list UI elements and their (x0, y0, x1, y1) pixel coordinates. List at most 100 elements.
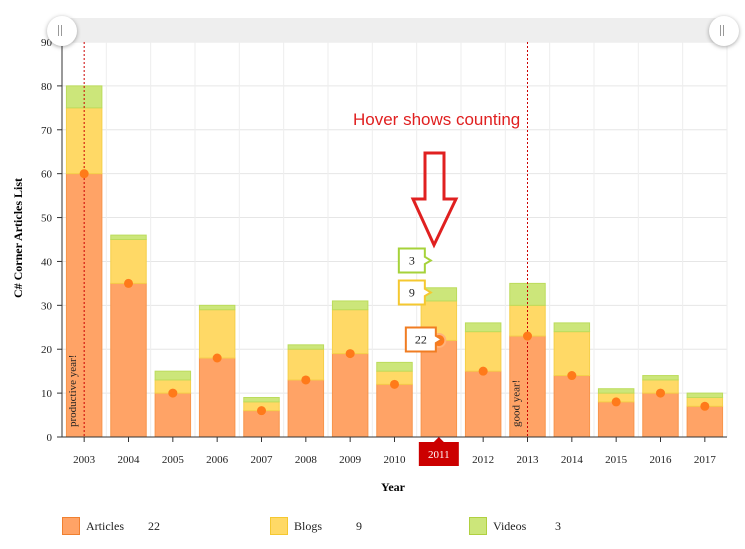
scrollbar-right-handle[interactable] (709, 16, 739, 46)
x-tick-label-2012: 2012 (472, 454, 494, 466)
y-tick-label: 80 (41, 81, 53, 93)
legend-item-articles[interactable]: Articles 22 (62, 515, 160, 537)
x-tick-label-2003: 2003 (73, 454, 96, 466)
hover-tooltips: 22 9 3 (397, 247, 444, 353)
y-tick-label: 50 (41, 213, 53, 225)
articles-bullet-2006[interactable] (212, 353, 222, 363)
articles-bullet-2009[interactable] (345, 349, 355, 359)
bar-articles-2011[interactable] (420, 339, 458, 438)
bar-videos-2016[interactable] (642, 375, 679, 381)
bar-articles-2005[interactable] (154, 392, 192, 438)
legend-label: Articles (86, 518, 124, 533)
scrollbar-track[interactable] (62, 18, 727, 42)
x-axis-label: Year (381, 480, 406, 494)
legend-label: Videos (493, 518, 527, 533)
article-bullets[interactable] (79, 169, 710, 416)
y-tick-label: 10 (41, 388, 53, 400)
tooltip-bubble (397, 279, 433, 306)
bar-articles-2004[interactable] (110, 282, 147, 438)
bar-articles-2010[interactable] (376, 383, 413, 438)
x-tick-highlight (418, 442, 459, 466)
legend-value: 22 (148, 518, 160, 533)
y-tick-label: 90 (41, 37, 53, 49)
bar-articles-2006[interactable] (198, 357, 236, 438)
articles-bullet-2015[interactable] (611, 397, 621, 407)
bar-blogs-2014[interactable] (553, 331, 591, 377)
legend-value: 3 (555, 518, 561, 533)
bar-videos-2015[interactable] (597, 388, 635, 394)
y-axis-label: C# Corner Articles List (11, 178, 25, 298)
bar-articles-2012[interactable] (464, 370, 502, 438)
y-tick-label: 40 (41, 256, 53, 268)
bar-articles-2009[interactable] (331, 353, 369, 438)
bar-videos-2004[interactable] (110, 234, 147, 241)
bar-articles-2008[interactable] (287, 379, 325, 438)
tooltip-value: 9 (409, 285, 415, 299)
legend-swatch (62, 517, 80, 535)
legend-value: 9 (356, 518, 362, 533)
articles-bullet-2017[interactable] (700, 401, 710, 411)
bar-blogs-2008[interactable] (287, 348, 325, 381)
x-tick-label-2007: 2007 (251, 454, 274, 466)
x-tick-label-2014: 2014 (561, 454, 584, 466)
bar-videos-2003[interactable] (65, 85, 103, 109)
x-tick-label-2010: 2010 (384, 454, 407, 466)
bar-videos-2012[interactable] (464, 322, 502, 333)
x-tick-label-2004: 2004 (118, 454, 141, 466)
x-tick-label-2016: 2016 (650, 454, 673, 466)
bar-blogs-2012[interactable] (464, 331, 502, 372)
tooltip-value: 3 (409, 253, 415, 267)
articles-bullet-2012[interactable] (478, 366, 488, 376)
tooltip-bubble (404, 326, 444, 353)
bar-videos-2010[interactable] (376, 361, 413, 372)
articles-bullet-2010[interactable] (390, 379, 399, 389)
articles-bullet-2007[interactable] (257, 406, 266, 416)
articles-bullet-2008[interactable] (301, 375, 311, 385)
scrollbar-left-handle[interactable] (47, 16, 77, 46)
hover-annotation: Hover shows counting (353, 110, 521, 129)
legend-item-videos[interactable]: Videos 3 (469, 515, 561, 537)
articles-bullet-2004[interactable] (124, 278, 133, 288)
bar-videos-2009[interactable] (331, 300, 369, 311)
grid-lines (61, 41, 728, 438)
bar-videos-2017[interactable] (686, 392, 724, 399)
axes: 0 10 20 30 40 50 60 70 80 90 2003 2004 2005 2006 2007 2… (41, 37, 727, 466)
bar-blogs-2004[interactable] (110, 239, 147, 284)
y-tick-label: 70 (41, 125, 53, 137)
articles-bullet-2014[interactable] (567, 371, 577, 381)
bar-blogs-2009[interactable] (331, 309, 369, 355)
bar-articles-2014[interactable] (553, 375, 591, 438)
x-tick-label-2009: 2009 (339, 454, 362, 466)
bar-articles-2016[interactable] (642, 392, 679, 438)
y-tick-label: 0 (47, 432, 53, 444)
articles-bullet-2016[interactable] (656, 388, 665, 398)
bar-blogs-2006[interactable] (198, 309, 236, 359)
down-arrow-icon (410, 151, 459, 249)
bar-articles-2017[interactable] (686, 405, 724, 438)
tooltip-bubble (397, 247, 433, 274)
bar-videos-2014[interactable] (553, 322, 591, 333)
bar-videos-2007[interactable] (243, 397, 280, 403)
bar-videos-2005[interactable] (154, 370, 192, 381)
x-tick-label-2011: 2011 (428, 449, 450, 461)
articles-bullet-2003[interactable] (79, 169, 89, 179)
x-tick-label-2015: 2015 (605, 454, 628, 466)
y-tick-label: 30 (41, 300, 53, 312)
x-tick-highlight-pointer (433, 437, 444, 442)
articles-bullet-2005[interactable] (168, 388, 178, 398)
guide-label-2013: good year! (511, 380, 523, 427)
guide-label-2003: productive year! (67, 355, 79, 427)
articles-bullet-2013[interactable] (523, 331, 532, 341)
legend-swatch (469, 517, 487, 535)
y-tick-label: 60 (41, 169, 53, 181)
x-tick-label-2013: 2013 (517, 454, 540, 466)
bar-videos-2006[interactable] (198, 304, 236, 311)
legend-item-blogs[interactable]: Blogs 9 (270, 515, 362, 537)
x-tick-label-2006: 2006 (206, 454, 229, 466)
bar-videos-2008[interactable] (287, 344, 325, 350)
grip-icon (58, 25, 62, 36)
bar-articles-2015[interactable] (597, 401, 635, 438)
grip-icon (720, 25, 724, 36)
x-tick-label-2017: 2017 (694, 454, 717, 466)
